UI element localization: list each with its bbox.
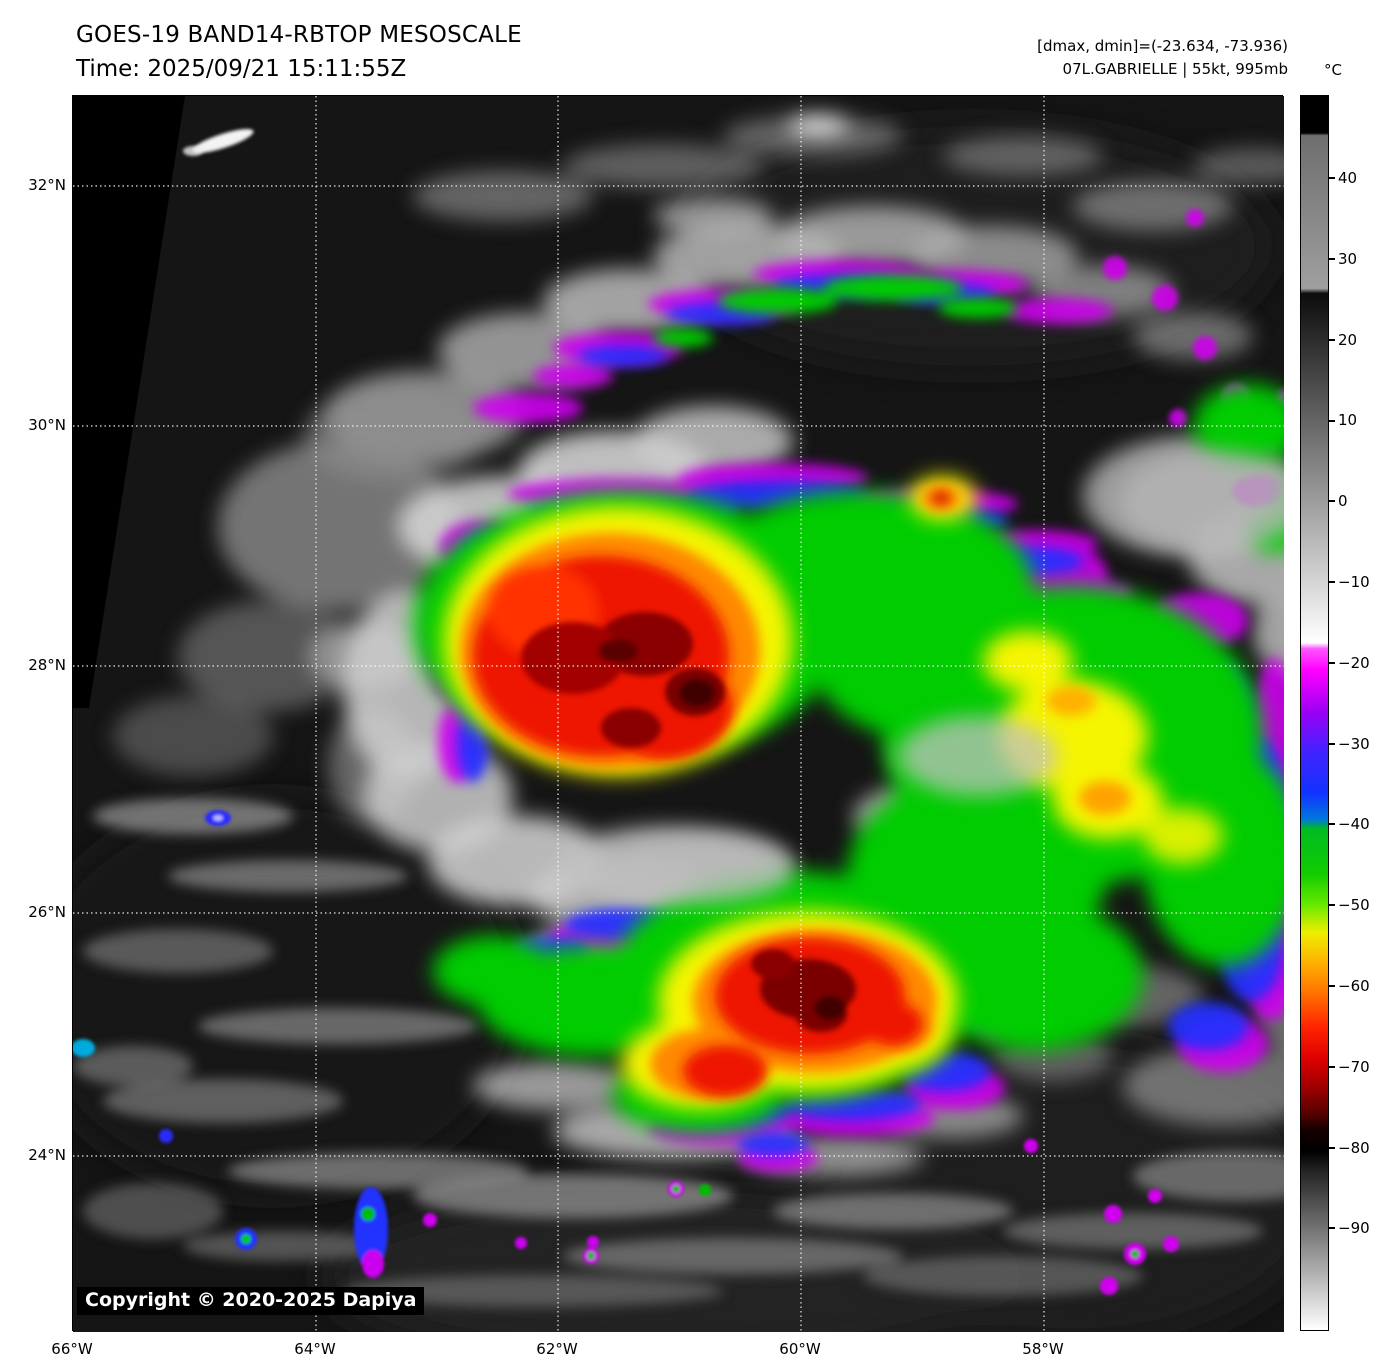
colorbar-tick-label: −30: [1338, 735, 1370, 753]
satellite-image: [73, 96, 1284, 1332]
colorbar-tick-mark: [1329, 904, 1335, 906]
copyright-badge: Copyright © 2020-2025 Dapiya: [77, 1287, 425, 1315]
colorbar-gradient: [1300, 95, 1329, 1331]
lat-label-32n: 32°N: [28, 176, 66, 194]
colorbar-tick-mark: [1329, 1066, 1335, 1068]
colorbar-tick-label: −10: [1338, 573, 1370, 591]
timestamp-label: Time: 2025/09/21 15:11:55Z: [76, 56, 407, 82]
graticule-gridlines: [73, 96, 1284, 1332]
colorbar-tick-mark: [1329, 823, 1335, 825]
colorbar-tick-label: 40: [1338, 169, 1358, 187]
colorbar-tick-label: 0: [1338, 492, 1348, 510]
colorbar: 40 30 20 10 0 −10 −20 −30 −40 −50 −60 −7…: [1300, 95, 1390, 1331]
lat-label-30n: 30°N: [28, 416, 66, 434]
colorbar-tick-label: −90: [1338, 1219, 1370, 1237]
colorbar-tick-label: −50: [1338, 896, 1370, 914]
colorbar-tick-label: 20: [1338, 331, 1358, 349]
colorbar-tick-mark: [1329, 581, 1335, 583]
colorbar-tick-mark: [1329, 258, 1335, 260]
lat-label-24n: 24°N: [28, 1146, 66, 1164]
lon-label-58w: 58°W: [1022, 1340, 1064, 1358]
convective-specks: [73, 810, 1179, 1295]
lon-label-62w: 62°W: [536, 1340, 578, 1358]
lon-label-60w: 60°W: [779, 1340, 821, 1358]
lon-label-64w: 64°W: [294, 1340, 336, 1358]
band-green-segments: [653, 275, 1018, 347]
coldtop-darkred-layer: [521, 612, 856, 1032]
colorbar-tick-label: −40: [1338, 815, 1370, 833]
colorbar-tick-label: 30: [1338, 250, 1358, 268]
stratus-overlay: [593, 451, 1284, 903]
colorbar-tick-label: 10: [1338, 411, 1358, 429]
colorbar-tick-label: −20: [1338, 654, 1370, 672]
colorbar-tick-label: −80: [1338, 1139, 1370, 1157]
colorbar-tick-mark: [1329, 985, 1335, 987]
colorbar-tick-mark: [1329, 743, 1335, 745]
colorbar-tick-mark: [1329, 177, 1335, 179]
colorbar-tick-mark: [1329, 500, 1335, 502]
header-right: [dmax, dmin]=(-23.634, -73.936) 07L.GABR…: [1037, 35, 1288, 81]
lon-label-66w: 66°W: [51, 1340, 93, 1358]
lat-label-28n: 28°N: [28, 656, 66, 674]
colorbar-tick-label: −60: [1338, 977, 1370, 995]
lat-label-26n: 26°N: [28, 903, 66, 921]
colorbar-tick-mark: [1329, 420, 1335, 422]
map-frame: [72, 95, 1284, 1332]
colorbar-tick-mark: [1329, 1147, 1335, 1149]
dmax-dmin-label: [dmax, dmin]=(-23.634, -73.936): [1037, 37, 1288, 55]
colorbar-tick-label: −70: [1338, 1058, 1370, 1076]
colorbar-tick-mark: [1329, 1227, 1335, 1229]
colorbar-tick-mark: [1329, 662, 1335, 664]
colorbar-unit-label: °C: [1324, 61, 1342, 79]
scan-edge-region: [73, 96, 254, 708]
page-title: GOES-19 BAND14-RBTOP MESOSCALE: [76, 22, 522, 48]
colorbar-tick-mark: [1329, 339, 1335, 341]
low-cloud-streaks: [73, 798, 1284, 1307]
storm-info-label: 07L.GABRIELLE | 55kt, 995mb: [1062, 60, 1288, 78]
